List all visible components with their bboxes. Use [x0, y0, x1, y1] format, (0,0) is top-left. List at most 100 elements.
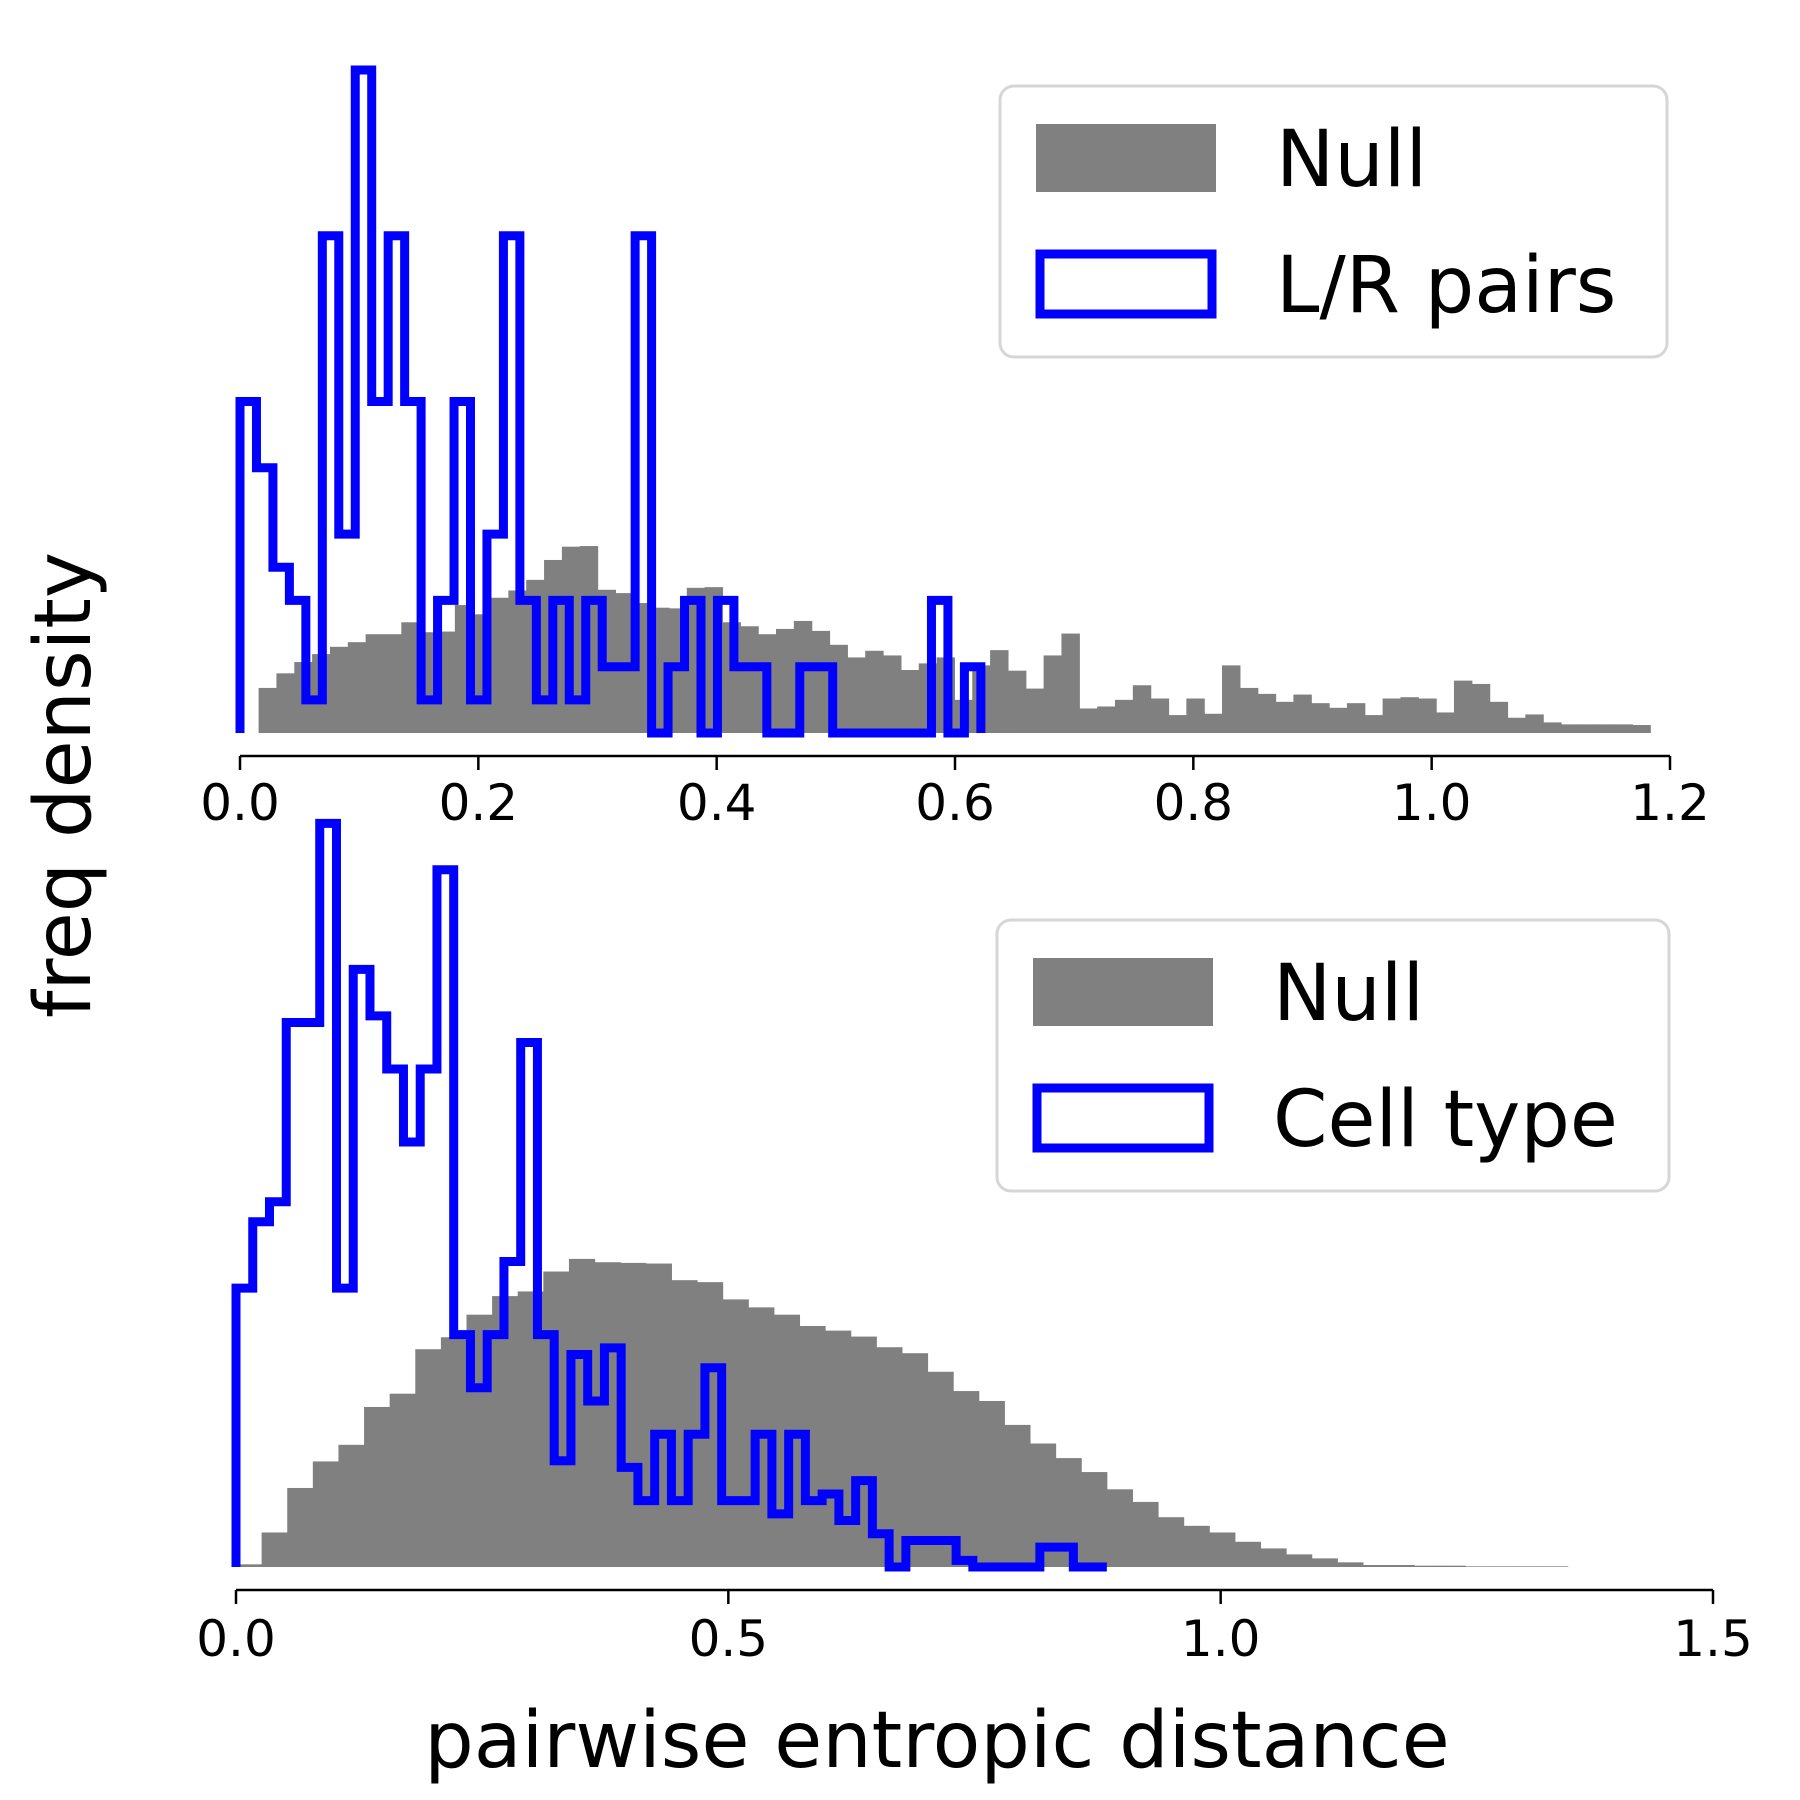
null-bar	[1293, 694, 1312, 733]
null-bar	[1311, 703, 1330, 733]
null-bar	[389, 1393, 416, 1567]
null-bar	[1471, 683, 1491, 733]
null-bar	[258, 687, 278, 733]
null-bar	[1150, 698, 1170, 733]
top-panel: 0.0 0.2 0.4 0.6 0.8 1.0 1.2 Null L/R pairs	[200, 65, 1710, 832]
null-bar	[1209, 1532, 1236, 1567]
null-bar	[1186, 698, 1205, 733]
null-bar	[645, 1263, 672, 1567]
null-bar	[722, 1299, 749, 1567]
null-bar	[1346, 703, 1366, 733]
legend: Null L/R pairs	[998, 84, 1669, 359]
null-bar	[1400, 697, 1419, 733]
x-tick-label: 0.6	[915, 774, 995, 832]
null-bar	[1489, 701, 1509, 733]
null-bar	[261, 1532, 288, 1567]
null-bar	[1257, 693, 1277, 733]
null-bar	[1081, 1472, 1108, 1567]
null-bar	[1106, 1489, 1133, 1567]
null-bar	[1436, 712, 1455, 733]
null-bar	[1239, 687, 1259, 733]
null-bar	[775, 628, 795, 733]
null-bar	[338, 1444, 365, 1567]
null-bar	[1132, 685, 1152, 733]
null-bar	[287, 1487, 314, 1567]
series-observed	[235, 65, 986, 738]
null-bar	[1439, 1565, 1466, 1567]
null-bar	[1465, 1566, 1492, 1567]
null-bar	[1418, 698, 1437, 733]
legend-swatch-null	[1033, 958, 1213, 1026]
null-bar	[1388, 1565, 1415, 1567]
null-bar	[1222, 665, 1241, 733]
bottom-panel: 0.0 0.5 1.0 1.5 Null Cell type	[196, 818, 1753, 1668]
null-bar	[1516, 1566, 1543, 1567]
null-bar	[883, 655, 902, 733]
observed-step-line	[235, 65, 986, 738]
null-bar	[1525, 714, 1544, 733]
null-bar	[740, 626, 759, 733]
null-bar	[1414, 1565, 1441, 1567]
x-tick-label: 0.5	[689, 1610, 769, 1668]
null-bar	[1079, 708, 1098, 733]
null-bar	[1234, 1541, 1262, 1567]
null-bar	[276, 673, 295, 733]
null-bar	[1614, 724, 1633, 733]
legend-label: Cell type	[1273, 1075, 1618, 1165]
null-bar	[312, 1461, 340, 1567]
null-bar	[347, 642, 367, 733]
null-bar	[1311, 1558, 1338, 1567]
legend-label: L/R pairs	[1276, 241, 1616, 331]
null-bar	[1578, 724, 1598, 733]
null-bar	[1097, 706, 1116, 733]
null-bar	[1382, 698, 1402, 733]
null-bar	[1061, 633, 1080, 733]
legend-swatch-observed	[1035, 249, 1217, 319]
null-bar	[236, 1564, 263, 1567]
x-tick-label: 0.2	[439, 774, 519, 832]
null-bar	[440, 1337, 468, 1567]
series-null	[236, 1258, 1569, 1567]
x-tick-label: 1.0	[1181, 1610, 1261, 1668]
null-bar	[1007, 670, 1027, 733]
x-tick-label: 0.8	[1154, 774, 1234, 832]
legend-swatch-observed	[1032, 1083, 1214, 1153]
null-bar	[1168, 715, 1187, 733]
x-tick-label: 0.0	[200, 774, 280, 832]
null-bar	[1507, 717, 1526, 733]
null-bar	[1275, 701, 1294, 733]
null-bar	[1542, 1566, 1569, 1567]
null-bar	[1543, 722, 1562, 733]
null-bar	[1114, 699, 1134, 733]
null-bar	[825, 1330, 852, 1567]
legend-label: Null	[1273, 949, 1424, 1039]
null-bar	[1286, 1554, 1313, 1567]
null-bar	[901, 1353, 929, 1567]
null-bar	[1204, 713, 1223, 733]
x-tick-label: 1.0	[1392, 774, 1472, 832]
null-bar	[1364, 715, 1384, 733]
null-bar	[900, 670, 920, 733]
null-bar	[1362, 1565, 1390, 1567]
x-tick-label: 0.4	[677, 774, 757, 832]
null-bar	[401, 622, 420, 733]
null-bar	[671, 1280, 698, 1567]
null-bar	[1632, 725, 1651, 733]
null-bar	[490, 597, 509, 733]
null-bar	[364, 1406, 391, 1567]
null-bar	[383, 634, 402, 733]
null-bar	[1453, 680, 1473, 733]
null-bar	[1337, 1562, 1364, 1567]
null-bar	[1043, 655, 1063, 733]
legend-label: Null	[1276, 115, 1427, 205]
null-bar	[1025, 688, 1045, 733]
null-bar	[492, 1296, 519, 1567]
x-tick-label: 1.5	[1673, 1610, 1753, 1668]
null-bar	[865, 650, 884, 733]
null-bar	[978, 1401, 1005, 1567]
null-bar	[1157, 1517, 1185, 1567]
null-bar	[811, 630, 831, 733]
x-tick-label: 0.0	[196, 1610, 276, 1668]
null-bar	[508, 590, 527, 733]
